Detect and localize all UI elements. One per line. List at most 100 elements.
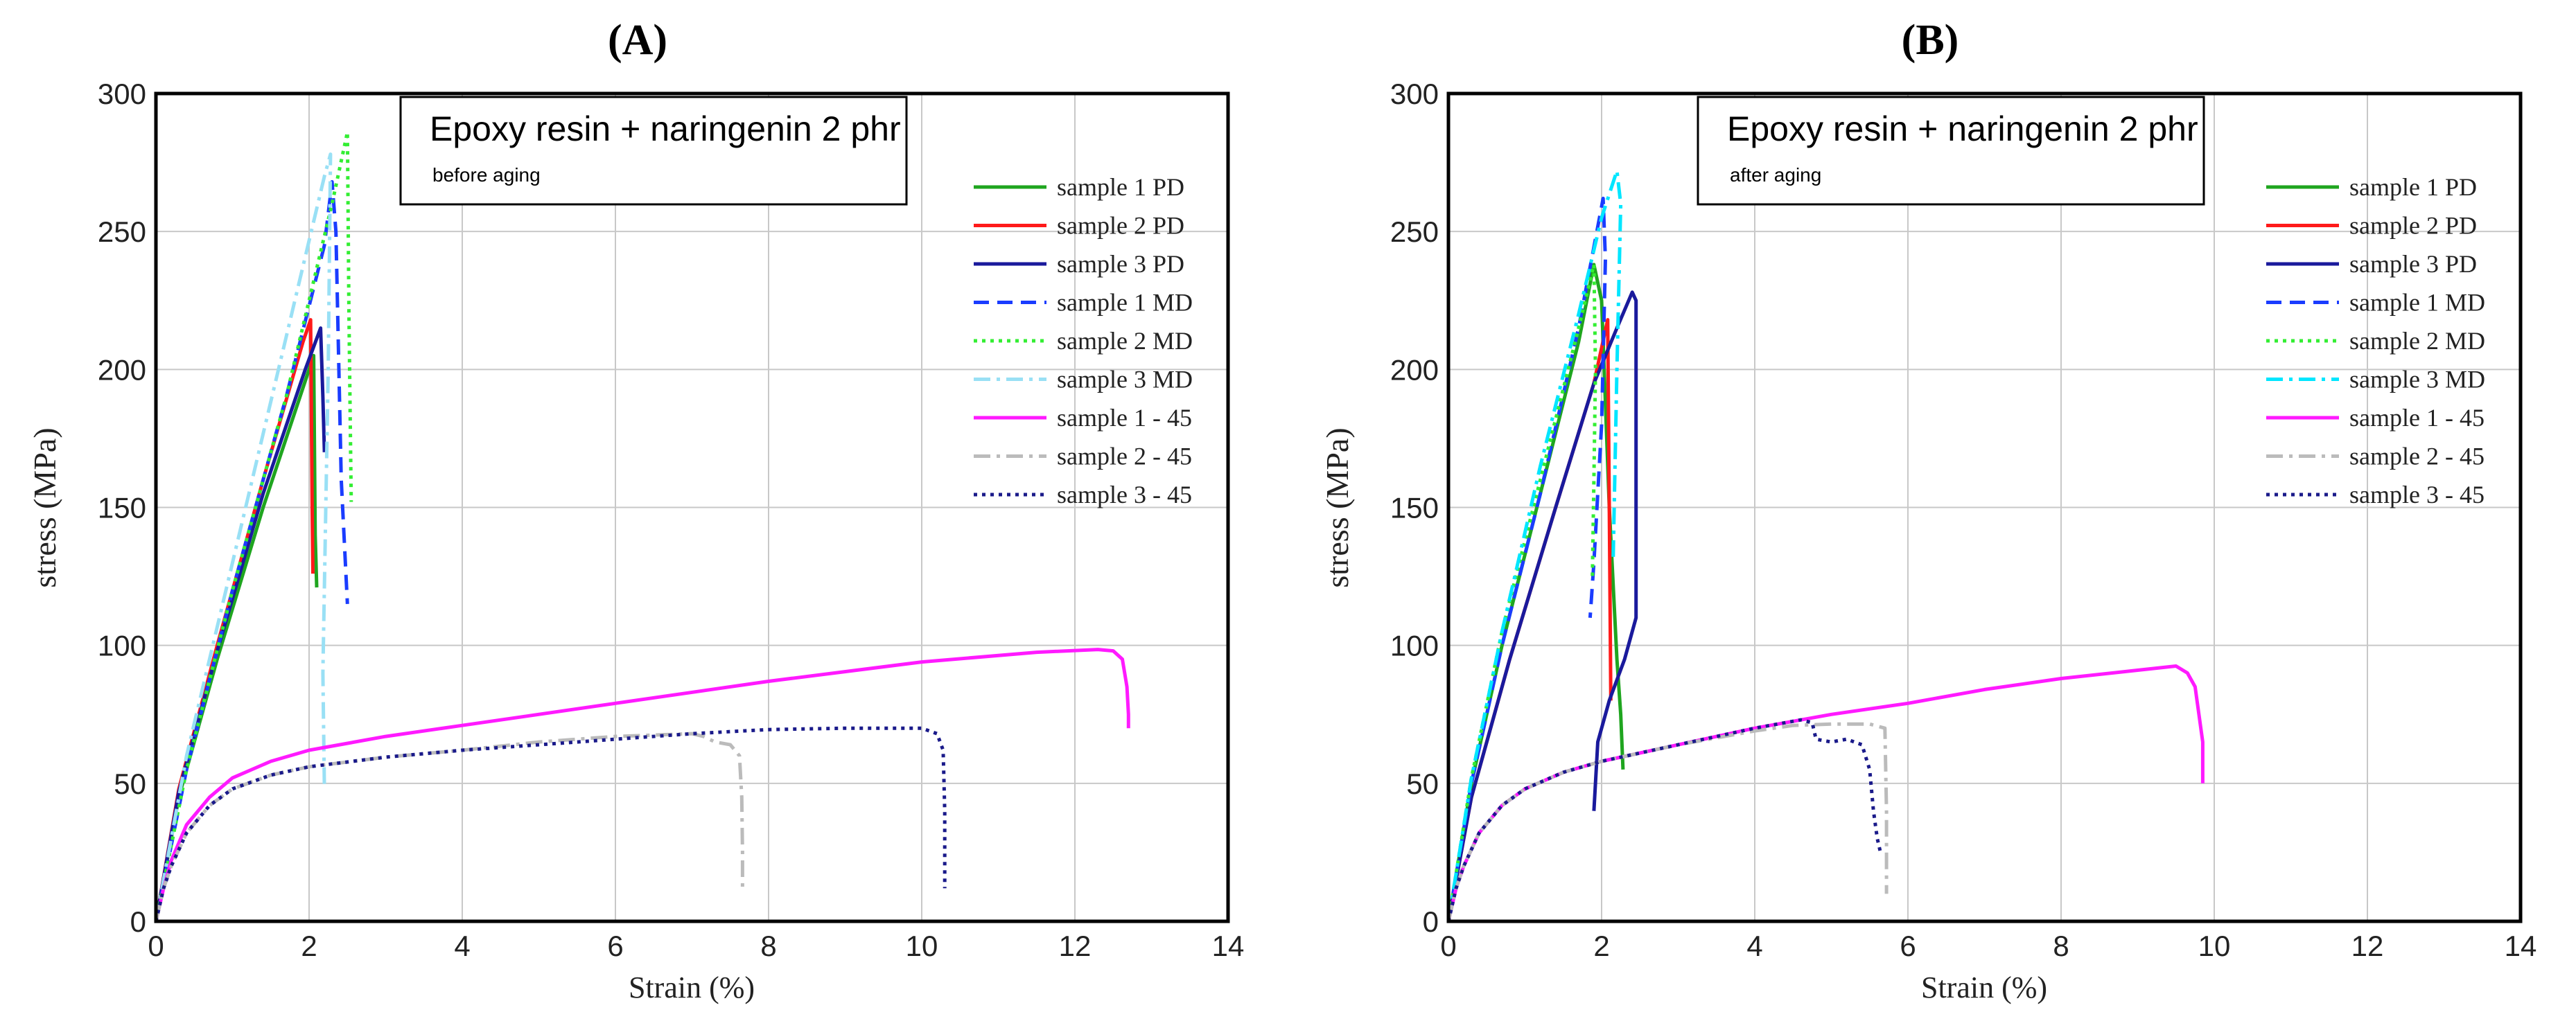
legend-label: sample 2 MD — [2349, 327, 2485, 355]
legend: sample 1 PD sample 2 PD sample 3 PD sample … — [2266, 173, 2485, 508]
y-tick-label: 0 — [130, 905, 146, 938]
series-line-3 — [154, 326, 326, 922]
legend-label: sample 2 PD — [2349, 212, 2477, 240]
box-title: Epoxy resin + naringenin 2 phr — [430, 109, 901, 148]
grid — [1448, 94, 2521, 921]
legend-item: sample 3 - 45 — [974, 481, 1192, 508]
x-tick-label: 0 — [1440, 930, 1456, 962]
series-line-5 — [1446, 263, 1597, 922]
x-tick-label: 12 — [1059, 930, 1092, 962]
legend-label: sample 3 MD — [1057, 366, 1193, 393]
x-tick-label: 8 — [2053, 930, 2069, 962]
series-line-8 — [154, 732, 744, 922]
title-box-frame — [1697, 96, 2205, 206]
legend-item: sample 3 MD — [2266, 366, 2485, 393]
legend-item: sample 1 - 45 — [974, 404, 1192, 432]
legend-item: sample 2 - 45 — [974, 443, 1192, 470]
y-tick-label: 150 — [1390, 492, 1439, 524]
panel-a: (A) 0 2 4 6 8 10 12 14 0 50 100 150 200 250 300 Strain… — [27, 17, 1244, 1004]
y-tick-label: 50 — [114, 768, 146, 800]
legend-item: sample 1 PD — [2266, 173, 2477, 201]
legend-label: sample 3 PD — [1057, 250, 1184, 278]
y-tick-label: 100 — [1390, 630, 1439, 662]
x-tick-label: 2 — [301, 930, 317, 962]
y-tick-label: 300 — [98, 78, 146, 110]
legend-item: sample 3 MD — [974, 366, 1193, 393]
y-tick-label: 300 — [1390, 78, 1439, 110]
x-tick-label: 4 — [1746, 930, 1762, 962]
legend-item: sample 2 - 45 — [2266, 443, 2485, 470]
legend-label: sample 3 - 45 — [1057, 481, 1192, 508]
legend-label: sample 3 PD — [2349, 250, 2477, 278]
series-line-4 — [154, 180, 349, 922]
box-title: Epoxy resin + naringenin 2 phr — [1727, 109, 2198, 148]
series-group — [1446, 169, 2205, 922]
legend-item: sample 2 PD — [974, 212, 1184, 240]
y-axis-title: stress (MPa) — [1320, 427, 1355, 587]
legend-label: sample 3 - 45 — [2349, 481, 2485, 508]
title-box: Epoxy resin + naringenin 2 phr before ag… — [399, 96, 908, 206]
series-line-7 — [1446, 664, 2205, 922]
legend-label: sample 2 PD — [1057, 212, 1184, 240]
legend-item: sample 3 PD — [2266, 250, 2477, 278]
series-line-9 — [1446, 718, 1883, 922]
box-subtitle: before aging — [432, 164, 541, 186]
legend-label: sample 3 MD — [2349, 366, 2485, 393]
series-line-6 — [154, 152, 333, 922]
legend-label: sample 2 - 45 — [2349, 443, 2485, 470]
y-axis-title: stress (MPa) — [27, 427, 62, 587]
series-line-6 — [1446, 169, 1623, 922]
legend-label: sample 1 - 45 — [2349, 404, 2485, 432]
x-tick-label: 0 — [148, 930, 164, 962]
x-axis-title: Strain (%) — [1921, 971, 2047, 1004]
legend-item: sample 2 MD — [974, 327, 1193, 355]
title-box: Epoxy resin + naringenin 2 phr after agi… — [1697, 96, 2205, 206]
y-tick-label: 250 — [98, 215, 146, 248]
panel-b: (B) 0 2 4 6 8 10 12 14 0 50 100 150 200 250 300 Strain… — [1320, 17, 2536, 1004]
plot-frame — [1446, 91, 2523, 923]
tick-labels: 0 2 4 6 8 10 12 14 0 50 100 150 200 250 300 — [1390, 78, 2536, 962]
legend-item: sample 1 MD — [974, 289, 1193, 317]
series-line-5 — [154, 130, 353, 922]
legend-label: sample 1 PD — [1057, 173, 1184, 201]
legend-label: sample 2 MD — [1057, 327, 1193, 355]
legend-item: sample 3 - 45 — [2266, 481, 2485, 508]
y-tick-label: 250 — [1390, 215, 1439, 248]
y-tick-label: 150 — [98, 492, 146, 524]
legend-label: sample 1 PD — [2349, 173, 2477, 201]
y-tick-label: 50 — [1406, 768, 1439, 800]
legend-item: sample 2 PD — [2266, 212, 2477, 240]
x-axis-title: Strain (%) — [629, 971, 755, 1004]
box-subtitle: after aging — [1730, 164, 1821, 186]
series-line-7 — [154, 648, 1130, 922]
title-box-frame — [399, 96, 908, 206]
legend-label: sample 1 - 45 — [1057, 404, 1192, 432]
legend-item: sample 2 MD — [2266, 327, 2485, 355]
series-group — [154, 130, 1130, 922]
x-tick-label: 6 — [607, 930, 623, 962]
series-line-8 — [1446, 722, 1889, 922]
x-tick-label: 12 — [2351, 930, 2384, 962]
series-line-4 — [1446, 196, 1607, 922]
plot-frame — [154, 91, 1230, 923]
tick-labels: 0 2 4 6 8 10 12 14 0 50 100 150 200 250 300 — [98, 78, 1244, 962]
series-line-9 — [154, 726, 947, 922]
series-line-3 — [1446, 290, 1638, 922]
y-tick-label: 200 — [98, 353, 146, 386]
x-tick-label: 8 — [760, 930, 776, 962]
legend-label: sample 2 - 45 — [1057, 443, 1192, 470]
y-tick-label: 100 — [98, 630, 146, 662]
x-tick-label: 2 — [1593, 930, 1609, 962]
x-tick-label: 14 — [2505, 930, 2537, 962]
legend-item: sample 3 PD — [974, 250, 1184, 278]
y-tick-label: 200 — [1390, 353, 1439, 386]
x-tick-label: 14 — [1212, 930, 1245, 962]
legend-label: sample 1 MD — [2349, 289, 2485, 317]
x-tick-label: 10 — [906, 930, 938, 962]
series-line-2 — [154, 318, 315, 922]
panel-label: (B) — [1902, 17, 1959, 64]
y-tick-label: 0 — [1423, 905, 1439, 938]
x-tick-label: 6 — [1900, 930, 1916, 962]
legend-item: sample 1 PD — [974, 173, 1184, 201]
